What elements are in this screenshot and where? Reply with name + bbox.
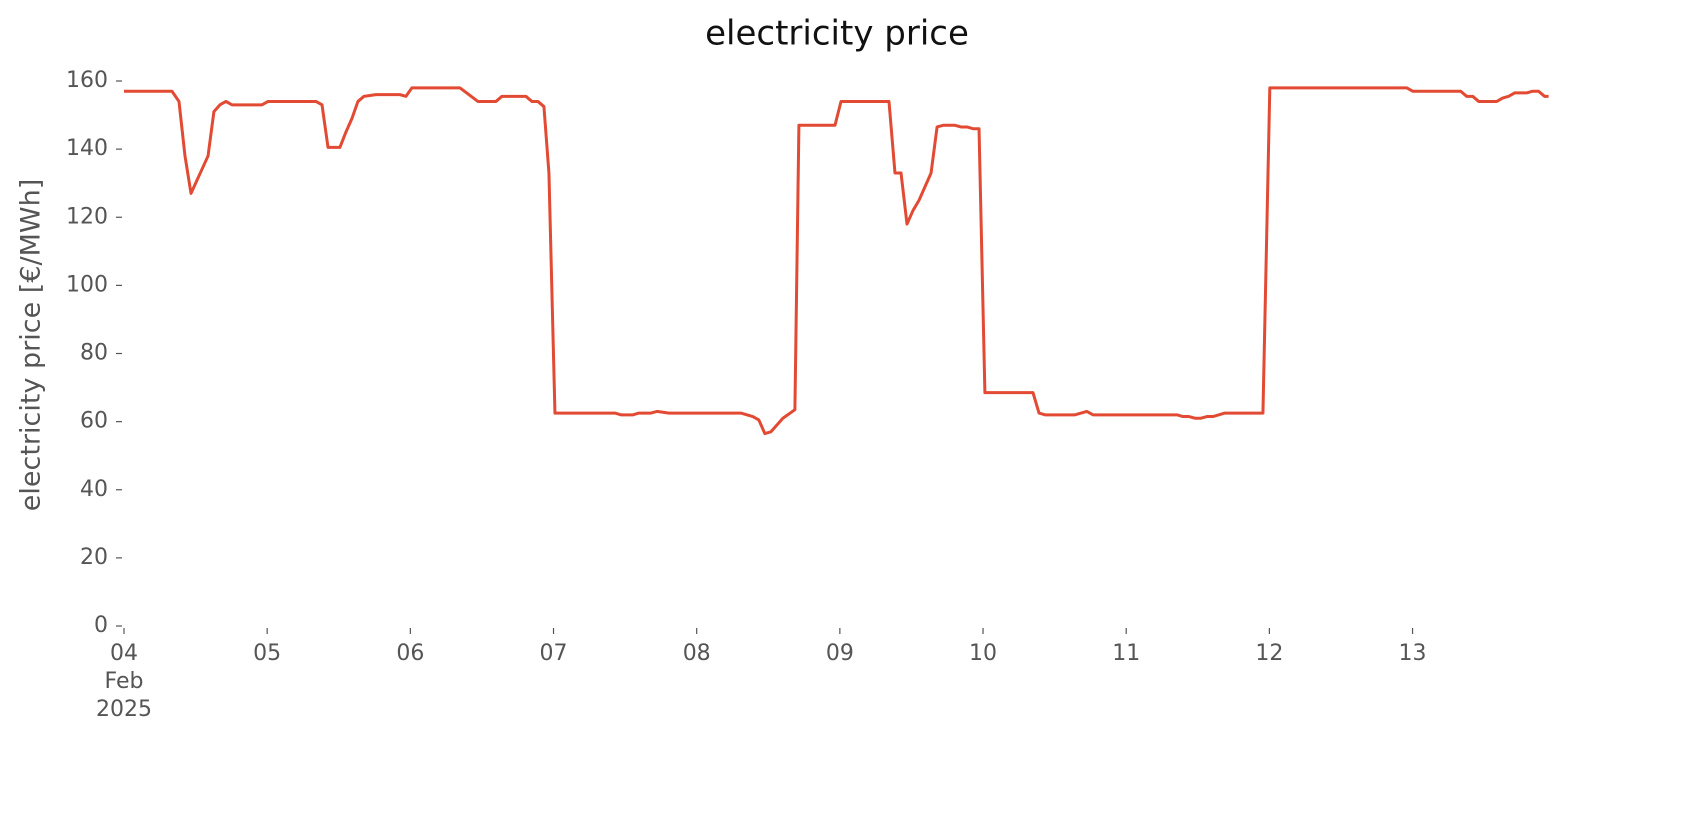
x-tick-label: 13	[1398, 641, 1427, 666]
y-tick-label: 40	[80, 477, 108, 502]
price-line	[124, 86, 1549, 436]
x-tick-label: 12	[1255, 641, 1284, 666]
x-tick-label: 11	[1112, 641, 1141, 666]
x-tick-label: 09	[825, 641, 854, 666]
y-tick-label: 0	[94, 613, 108, 638]
y-tick-label: 80	[80, 341, 108, 366]
x-tick-label: 04 Feb 2025	[96, 641, 152, 722]
x-tick-label: 10	[969, 641, 998, 666]
x-tick-label: 05	[253, 641, 282, 666]
x-tick-label: 08	[682, 641, 711, 666]
y-axis-label: electricity price [€/MWh]	[16, 179, 47, 511]
x-tick-label: 07	[539, 641, 568, 666]
y-tick-label: 20	[80, 545, 108, 570]
y-tick-label: 160	[66, 68, 108, 93]
y-tick-label: 100	[66, 272, 108, 297]
y-tick-label: 60	[80, 409, 108, 434]
y-tick-label: 140	[66, 136, 108, 161]
x-tick-label: 06	[396, 641, 425, 666]
y-tick-label: 120	[66, 204, 108, 229]
chart-title: electricity price	[705, 14, 969, 54]
